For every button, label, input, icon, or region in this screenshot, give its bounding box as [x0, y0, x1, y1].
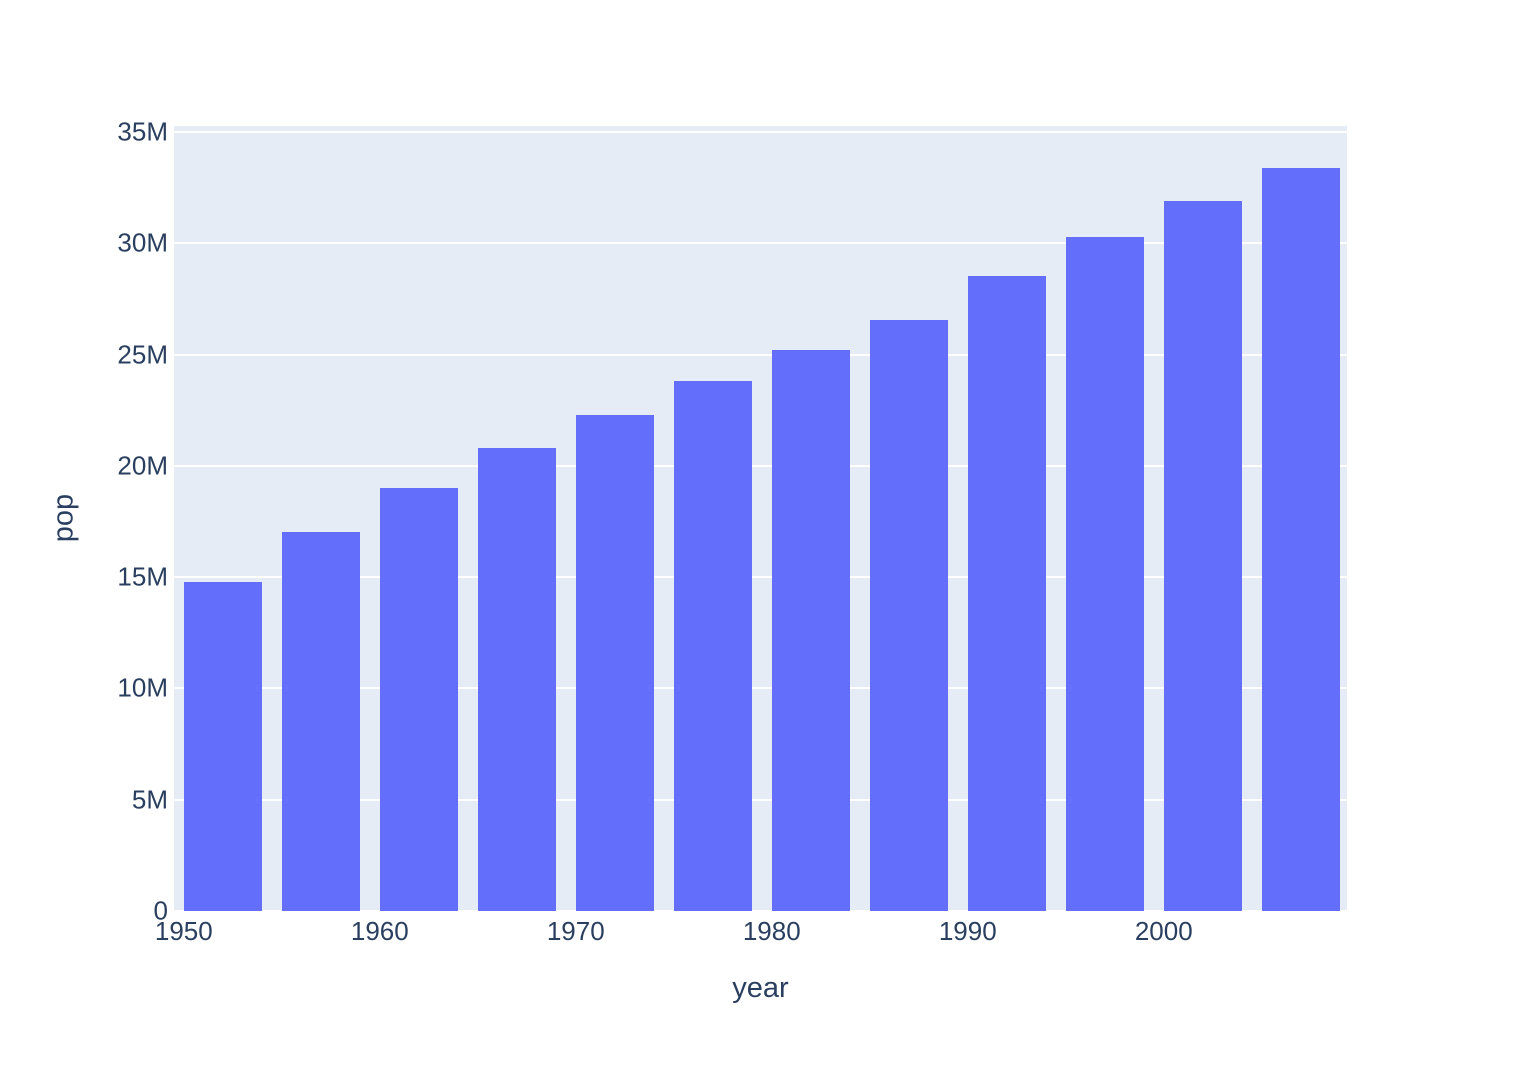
x-tick-label-2000: 2000	[1134, 916, 1193, 946]
y-tick-label-5M: 5M	[131, 784, 168, 815]
bar-1972[interactable]	[575, 415, 655, 911]
bar-1982[interactable]	[771, 350, 851, 911]
x-axis-title: year	[732, 972, 789, 1004]
x-tick-label-1970: 1970	[546, 916, 605, 946]
bar-1967[interactable]	[477, 447, 557, 911]
gridline-25M	[174, 353, 1347, 356]
bar-1977[interactable]	[673, 381, 753, 911]
y-tick-label-0: 0	[153, 895, 168, 926]
y-tick-label-25M: 25M	[117, 339, 168, 370]
bar-1957[interactable]	[281, 532, 361, 911]
y-tick-label-10M: 10M	[117, 672, 168, 703]
bar-1997[interactable]	[1065, 236, 1145, 911]
gridline-10M	[174, 687, 1347, 690]
bar-2002[interactable]	[1163, 200, 1243, 911]
bar-1962[interactable]	[379, 488, 459, 911]
gridline-5M	[174, 798, 1347, 801]
y-tick-label-30M: 30M	[117, 227, 168, 258]
bar-2007[interactable]	[1261, 167, 1341, 911]
gridline-30M	[174, 242, 1347, 245]
gridline-0	[174, 910, 1347, 912]
gridline-15M	[174, 576, 1347, 579]
bar-1992[interactable]	[967, 276, 1047, 911]
gridline-35M	[174, 131, 1347, 133]
y-tick-label-15M: 15M	[117, 561, 168, 592]
x-tick-label-1990: 1990	[938, 916, 997, 946]
x-axis-tick-labels: 1950 1960 1970 1980 1990 2000	[155, 916, 1347, 950]
y-tick-label-20M: 20M	[117, 450, 168, 481]
plot-area[interactable]	[174, 126, 1347, 912]
y-tick-label-35M: 35M	[117, 116, 168, 147]
x-tick-label-1950: 1950	[154, 916, 213, 946]
bar-1987[interactable]	[869, 320, 949, 911]
bar-1952[interactable]	[183, 581, 263, 911]
gridline-20M	[174, 464, 1347, 467]
x-tick-label-1960: 1960	[350, 916, 409, 946]
x-tick-label-1980: 1980	[742, 916, 801, 946]
y-axis-tick-labels: 0 5M 10M 15M 20M 25M 30M 35M	[0, 117, 168, 926]
